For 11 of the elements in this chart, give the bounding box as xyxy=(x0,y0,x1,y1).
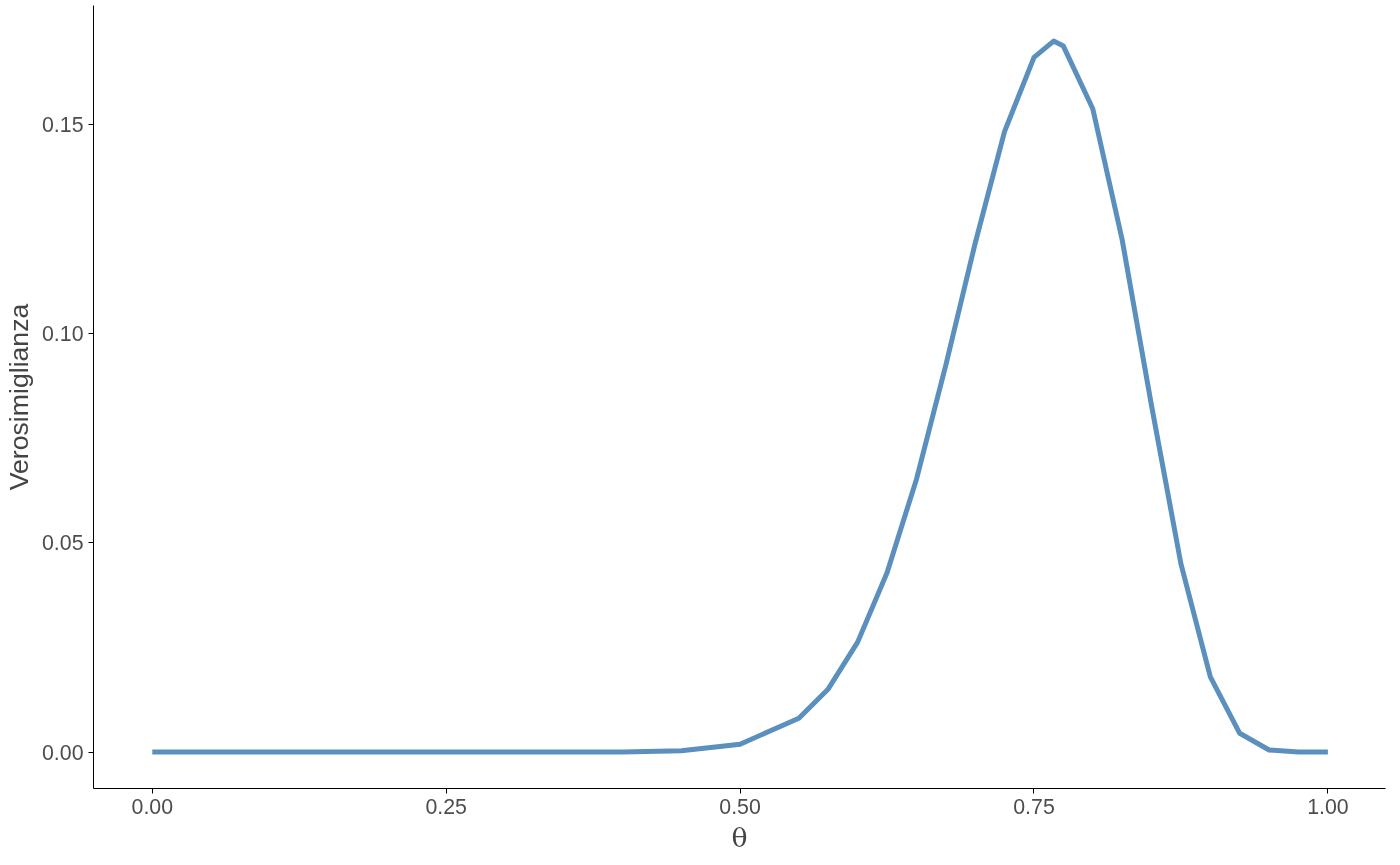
y-axis-title: Verosimiglianza xyxy=(3,303,34,491)
x-axis-title: θ xyxy=(731,821,748,853)
x-tick-label: 0.75 xyxy=(1013,794,1055,819)
x-tick-label: 1.00 xyxy=(1307,794,1349,819)
x-tick-label: 0.00 xyxy=(131,794,174,819)
y-tick-label: 0.05 xyxy=(41,531,84,556)
x-tick-label: 0.50 xyxy=(719,794,761,819)
y-tick-label: 0.00 xyxy=(41,740,84,765)
x-tick-label: 0.25 xyxy=(425,794,467,819)
y-tick-label: 0.10 xyxy=(41,322,84,347)
y-tick-label: 0.15 xyxy=(41,113,84,138)
